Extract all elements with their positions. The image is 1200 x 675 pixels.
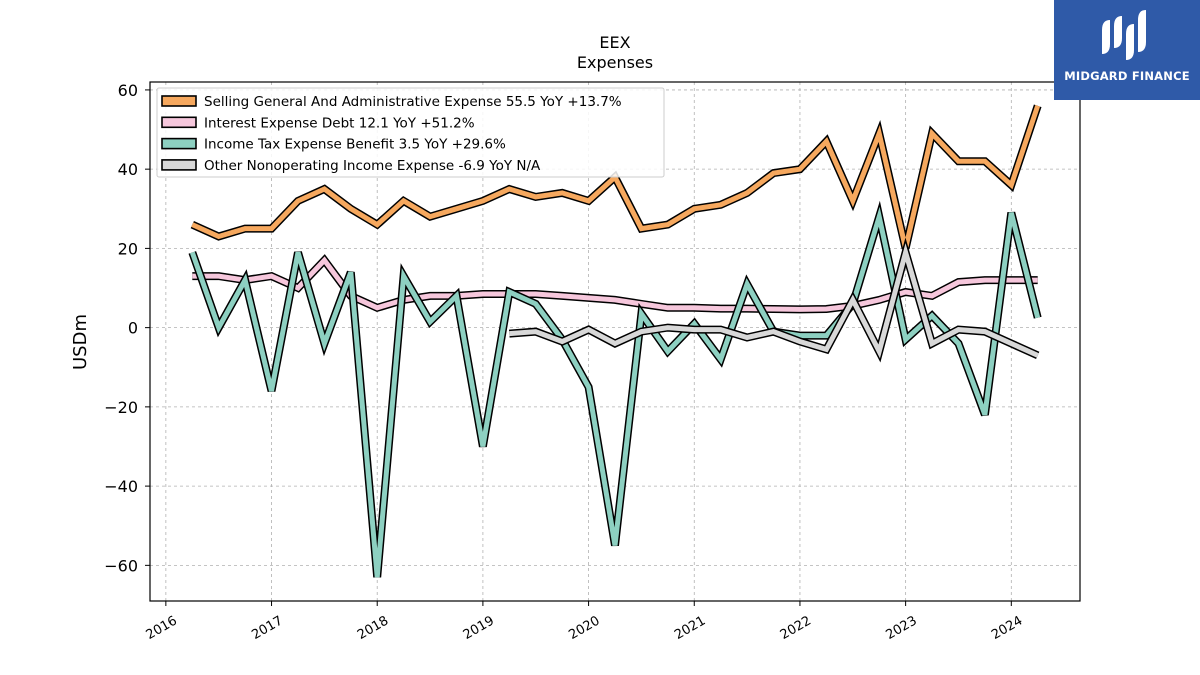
x-tick-label: 2023: [883, 613, 919, 643]
legend-swatch: [161, 116, 197, 129]
legend-swatch: [161, 137, 197, 150]
chart-subtitle: Expenses: [577, 53, 653, 72]
x-tick-label: 2020: [566, 613, 602, 643]
plot-frame: [149, 81, 1081, 602]
y-tick-label: −40: [104, 477, 138, 496]
y-axis-ticks: 60 40 20 0 −20 −40 −60: [104, 81, 150, 575]
series-lines: [188, 104, 1042, 578]
y-tick-label: −20: [104, 398, 138, 417]
midgard-logo-icon: [1102, 10, 1146, 60]
y-tick-label: 40: [118, 160, 138, 179]
y-tick-label: −60: [104, 556, 138, 575]
series-line-3: [509, 243, 1039, 359]
y-tick-label: 20: [118, 239, 138, 258]
legend: Selling General And Administrative Expen…: [156, 87, 665, 178]
x-tick-label: 2019: [461, 613, 497, 643]
legend-label: Income Tax Expense Benefit 3.5 YoY +29.6…: [204, 137, 506, 153]
x-axis-ticks: 2016 2017 2018 2019 2020 2021 2022 2023 2024: [144, 601, 1025, 643]
x-tick-label: 2024: [989, 613, 1025, 643]
legend-swatch: [161, 159, 197, 171]
chart-title: EEX: [599, 33, 630, 52]
y-tick-label: 0: [128, 319, 138, 338]
x-tick-label: 2018: [355, 613, 391, 643]
y-axis-label: USDm: [70, 314, 91, 370]
y-tick-label: 60: [118, 81, 138, 100]
x-tick-label: 2021: [672, 613, 708, 643]
legend-label: Interest Expense Debt 12.1 YoY +51.2%: [204, 115, 475, 131]
midgard-finance-logo: MIDGARD FINANCE: [1054, 0, 1200, 100]
legend-box: [156, 87, 665, 178]
legend-label: Selling General And Administrative Expen…: [204, 94, 622, 110]
x-tick-label: 2017: [249, 613, 285, 643]
x-tick-label: 2016: [144, 613, 180, 643]
legend-label: Other Nonoperating Income Expense -6.9 Y…: [204, 158, 541, 174]
logo-text: MIDGARD FINANCE: [1064, 69, 1190, 83]
x-tick-label: 2022: [778, 613, 814, 643]
legend-swatch: [161, 95, 197, 107]
